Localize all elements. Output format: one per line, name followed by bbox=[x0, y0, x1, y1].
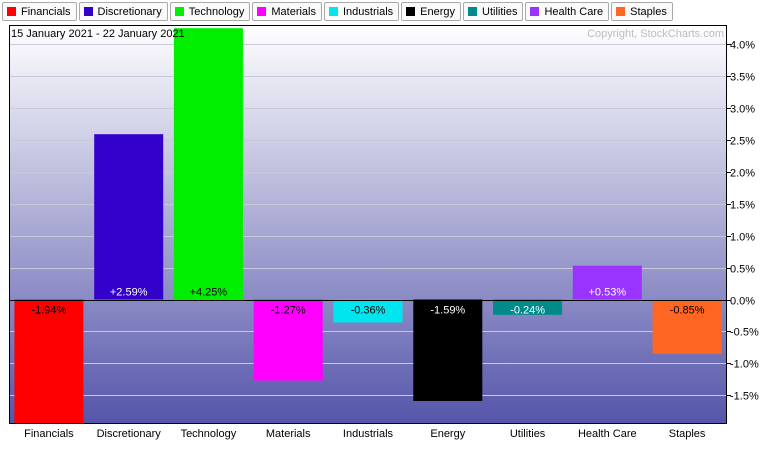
y-tick-label: 2.5% bbox=[730, 136, 755, 148]
data-label: -1.94% bbox=[31, 305, 66, 317]
bar-utilities bbox=[493, 299, 563, 315]
y-tick-label: 3.5% bbox=[730, 72, 755, 84]
data-label: -1.27% bbox=[271, 305, 306, 317]
bar-materials bbox=[253, 299, 323, 381]
bar-staples bbox=[652, 299, 722, 354]
bar-energy bbox=[413, 299, 483, 401]
legend-label: Discretionary bbox=[97, 5, 162, 18]
x-axis: Financials Discretionary Technology Materia… bbox=[24, 428, 706, 440]
data-label: +0.53% bbox=[588, 287, 626, 299]
legend-item-discretionary[interactable]: Discretionary bbox=[78, 2, 168, 21]
x-category-label: Energy bbox=[430, 428, 465, 440]
y-axis: 4.0% 3.5% 3.0% 2.5% 2.0% 1.5% 1.0% 0.5% 0.0% -0.5… bbox=[727, 40, 759, 403]
legend-swatch bbox=[174, 7, 184, 16]
x-category-label: Staples bbox=[669, 428, 706, 440]
bars: -1.94% +2.59% +4.25% -1.27% -0.36% -1.59% -0.2… bbox=[14, 28, 722, 424]
legend-item-energy[interactable]: Energy bbox=[401, 2, 461, 21]
legend-item-materials[interactable]: Materials bbox=[252, 2, 322, 21]
data-label: -0.24% bbox=[510, 305, 545, 317]
legend-swatch bbox=[7, 7, 16, 16]
x-category-label: Financials bbox=[24, 428, 74, 440]
legend-swatch bbox=[616, 7, 626, 16]
legend-item-financials[interactable]: Financials bbox=[2, 2, 77, 21]
y-tick-label: 4.0% bbox=[730, 40, 755, 52]
y-tick-label: 0.5% bbox=[730, 264, 755, 276]
legend: Financials Discretionary Technology Materia… bbox=[2, 2, 673, 23]
data-label: -0.85% bbox=[670, 305, 705, 317]
legend-swatch bbox=[257, 7, 267, 16]
x-category-label: Discretionary bbox=[97, 428, 162, 440]
data-label: -0.36% bbox=[351, 305, 386, 317]
x-category-label: Materials bbox=[266, 428, 311, 440]
legend-item-utilities[interactable]: Utilities bbox=[463, 2, 524, 21]
legend-item-industrials[interactable]: Industrials bbox=[324, 2, 400, 21]
bar-technology bbox=[173, 28, 243, 300]
y-tick-label: 2.0% bbox=[730, 168, 755, 180]
data-label: +4.25% bbox=[190, 287, 228, 299]
legend-label: Utilities bbox=[482, 5, 518, 18]
legend-label: Financials bbox=[21, 5, 71, 18]
legend-label: Staples bbox=[630, 5, 667, 18]
legend-item-health-care[interactable]: Health Care bbox=[525, 2, 610, 21]
legend-label: Materials bbox=[271, 5, 316, 18]
y-tick-label: 0.0% bbox=[730, 296, 755, 308]
legend-swatch bbox=[329, 7, 338, 16]
y-tick-label: 3.0% bbox=[730, 104, 755, 116]
y-tick-label: -1.5% bbox=[730, 391, 759, 403]
legend-label: Technology bbox=[188, 5, 245, 18]
plot-border bbox=[9, 25, 727, 424]
bar-discretionary bbox=[94, 134, 164, 300]
x-category-label: Health Care bbox=[578, 428, 637, 440]
x-category-label: Industrials bbox=[343, 428, 394, 440]
legend-item-staples[interactable]: Staples bbox=[611, 2, 673, 21]
data-label: +2.59% bbox=[110, 287, 148, 299]
legend-label: Energy bbox=[420, 5, 455, 18]
x-category-label: Technology bbox=[181, 428, 237, 440]
data-label: -1.59% bbox=[430, 305, 465, 317]
legend-swatch bbox=[468, 7, 477, 16]
date-range: 15 January 2021 - 22 January 2021 bbox=[11, 28, 185, 40]
bar-health-care bbox=[572, 265, 642, 300]
y-tick-label: -0.5% bbox=[730, 327, 759, 339]
legend-swatch bbox=[530, 7, 540, 16]
y-tick-label: -1.0% bbox=[730, 359, 759, 371]
legend-item-technology[interactable]: Technology bbox=[169, 2, 251, 21]
legend-swatch bbox=[406, 7, 416, 16]
legend-swatch bbox=[83, 7, 93, 16]
bar-financials bbox=[14, 299, 84, 424]
x-category-label: Utilities bbox=[510, 428, 546, 440]
y-tick-label: 1.0% bbox=[730, 232, 755, 244]
legend-label: Health Care bbox=[544, 5, 604, 18]
legend-label: Industrials bbox=[343, 5, 394, 18]
bar-industrials bbox=[333, 299, 403, 323]
copyright: Copyright, StockCharts.com bbox=[587, 28, 724, 40]
y-tick-label: 1.5% bbox=[730, 200, 755, 212]
